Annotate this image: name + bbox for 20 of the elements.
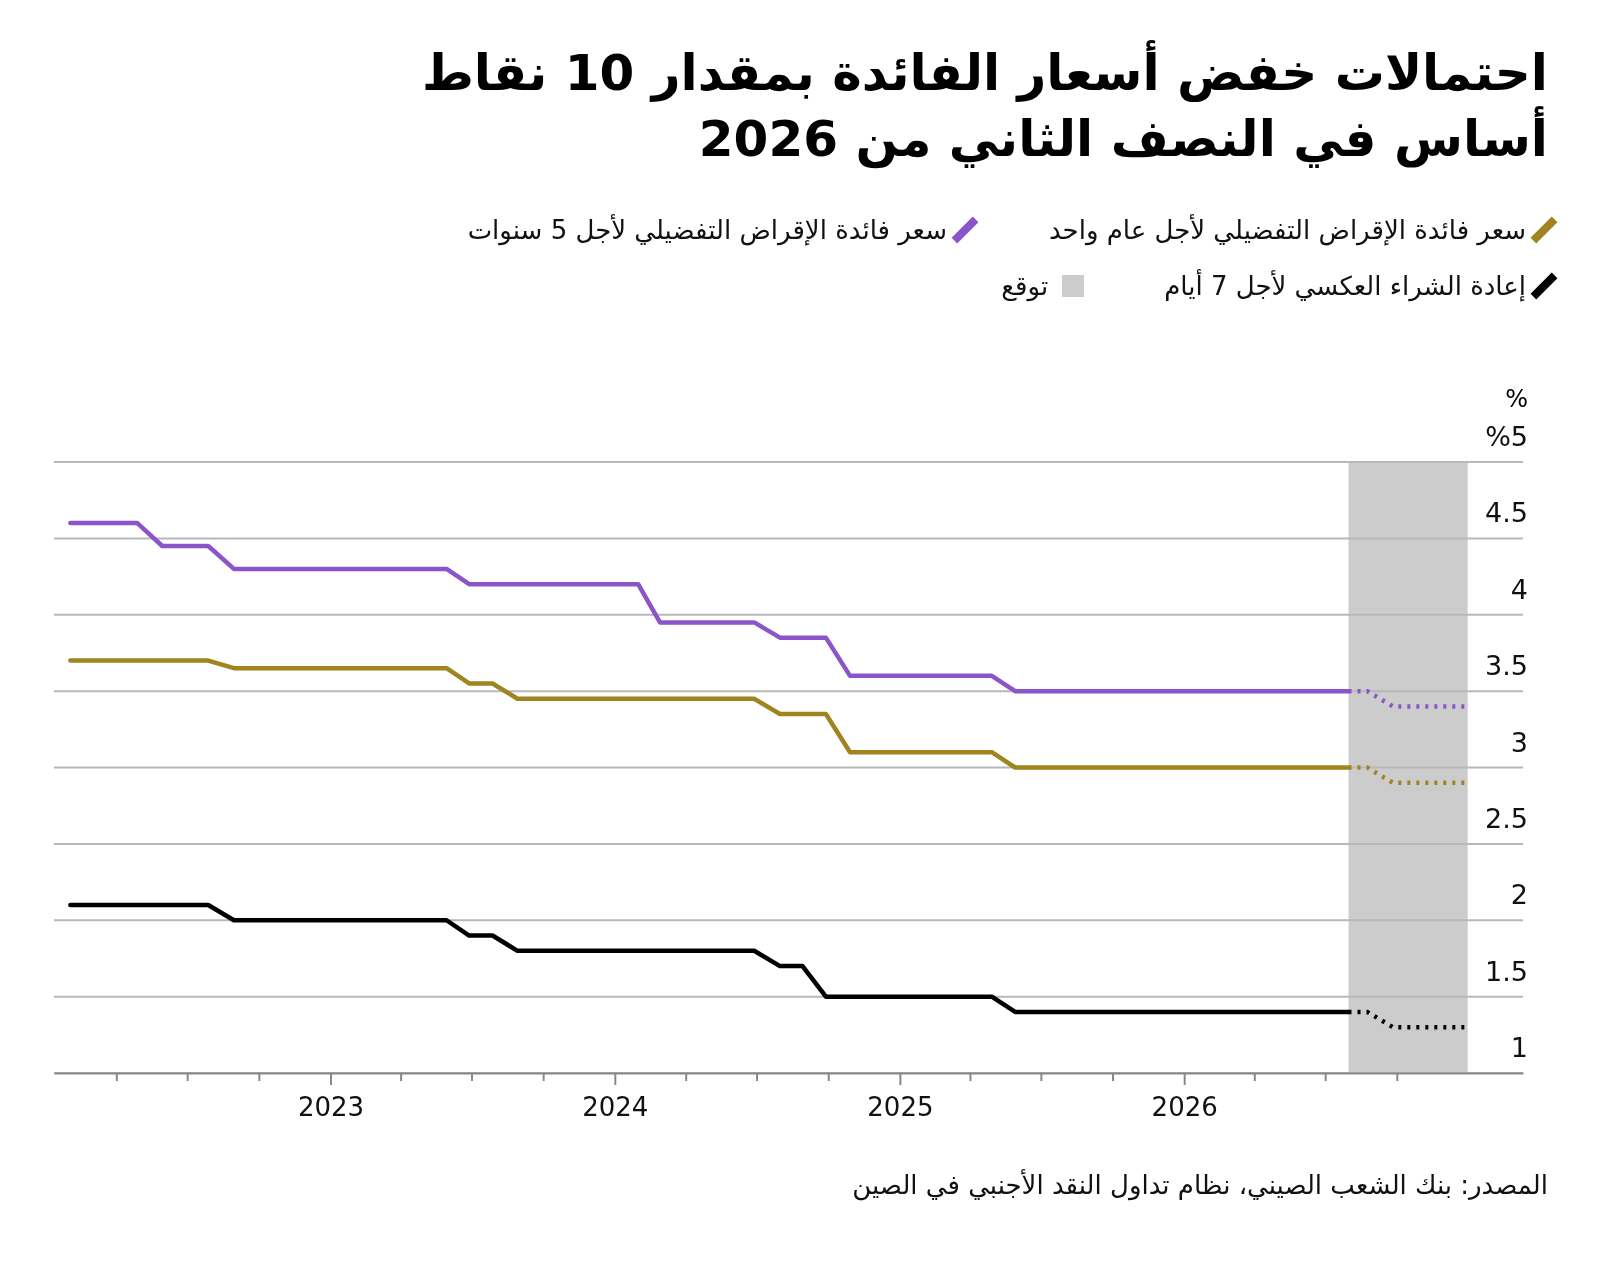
x-tick-label: 2026 xyxy=(1151,1091,1218,1122)
x-tick-label: 2025 xyxy=(867,1091,934,1122)
chart-title: احتمالات خفض أسعار الفائدة بمقدار 10 نقاط أساس في النصف الثاني من 2026 xyxy=(420,40,1548,171)
text: المصدر: بنك الشعب الصيني، نظام تداول النقد الأجنبي في الصين xyxy=(852,1170,1548,1200)
y-axis-title: % xyxy=(1505,385,1528,413)
x-tick-label: 2024 xyxy=(582,1091,649,1122)
x-tick-label: 2023 xyxy=(297,1091,365,1122)
y-tick-label: 1.5 xyxy=(1485,955,1528,987)
y-tick-label: 2.5 xyxy=(1485,802,1528,834)
y-tick-label: 3 xyxy=(1510,726,1528,758)
y-tick-label: %5 xyxy=(1485,421,1528,452)
y-tick-label: 3.5 xyxy=(1485,650,1528,682)
legend-label: إعادة الشراء العكسي لأجل 7 أيام xyxy=(1164,271,1526,301)
legend-label: سعر فائدة الإقراض التفضيلي لأجل عام واحد xyxy=(1048,215,1526,245)
y-tick-label: 4 xyxy=(1510,573,1528,605)
y-tick-label: 4.5 xyxy=(1485,497,1528,529)
legend-label: سعر فائدة الإقراض التفضيلي لأجل 5 سنوات xyxy=(467,215,947,245)
legend-label: توقع xyxy=(1001,271,1049,301)
y-tick-label: 1 xyxy=(1510,1032,1528,1063)
y-tick-label: 2 xyxy=(1510,879,1528,911)
